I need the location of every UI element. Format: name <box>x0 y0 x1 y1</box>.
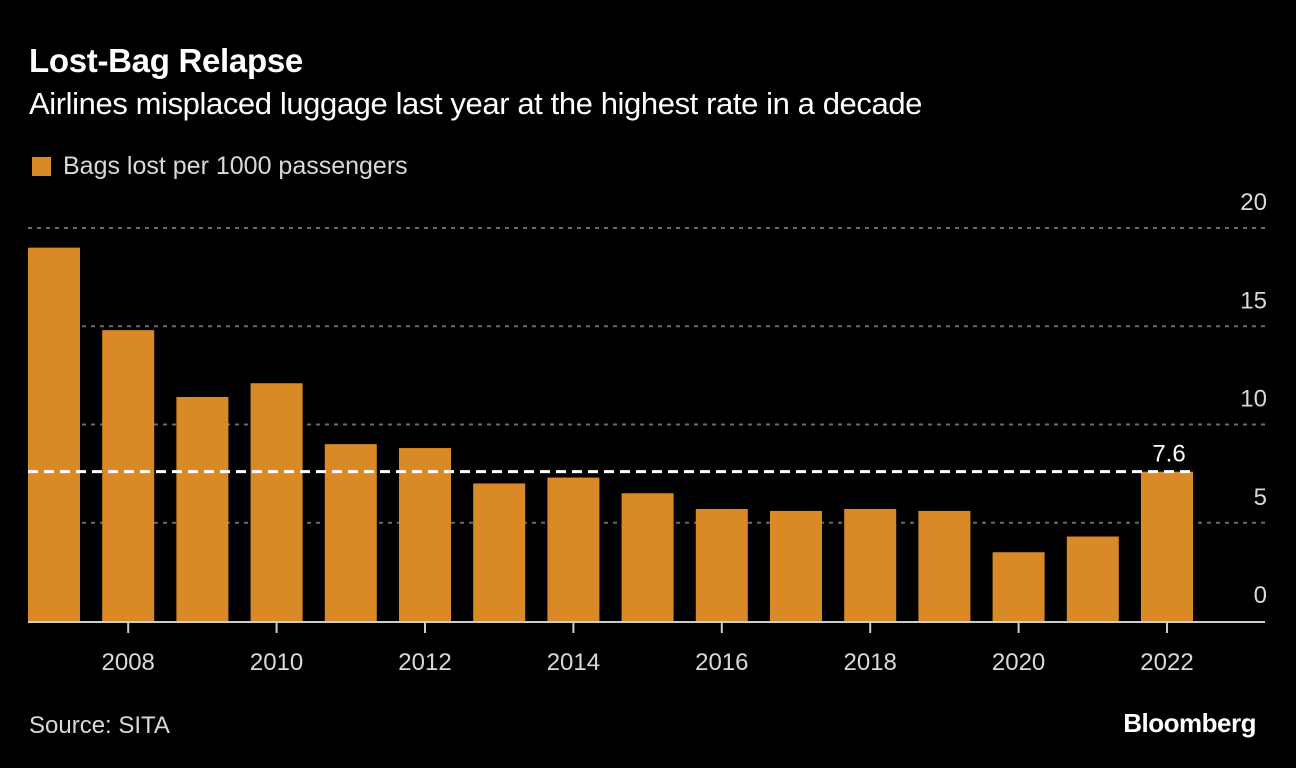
x-tick-label: 2010 <box>250 649 303 676</box>
y-tick-label: 20 <box>1240 189 1267 216</box>
x-tick-label: 2012 <box>398 649 451 676</box>
x-tick-label: 2020 <box>992 649 1045 676</box>
bar-2008 <box>102 330 155 621</box>
x-tick-label: 2018 <box>844 649 897 676</box>
bar-2015 <box>621 493 674 621</box>
bar-2020 <box>992 552 1045 621</box>
legend: Bags lost per 1000 passengers <box>32 152 408 181</box>
source-note: Source: SITA <box>29 712 170 739</box>
bar-2009 <box>176 396 229 621</box>
bar-2021 <box>1066 536 1119 621</box>
legend-swatch <box>32 157 51 176</box>
bar-2012 <box>399 448 451 621</box>
reference-line-group: 7.6 <box>28 441 1193 474</box>
bar-2017 <box>770 510 822 621</box>
legend-label: Bags lost per 1000 passengers <box>63 152 408 180</box>
x-tick-label: 2014 <box>547 649 600 676</box>
y-axis-labels: 0 5 10 15 20 <box>1240 189 1267 609</box>
bar-2018 <box>844 508 897 621</box>
bloomberg-logo: Bloomberg <box>1123 708 1256 738</box>
bar-2010 <box>250 383 303 621</box>
chart-title: Lost-Bag Relapse <box>29 42 303 79</box>
bar-2022 <box>1141 471 1193 621</box>
chart-subtitle: Airlines misplaced luggage last year at … <box>29 86 923 121</box>
bar-2014 <box>547 477 600 621</box>
y-tick-label: 0 <box>1254 582 1267 609</box>
x-tick-label: 2016 <box>695 649 748 676</box>
x-axis-labels: 2008 2010 2012 2014 2016 2018 2020 2022 <box>102 649 1194 676</box>
bar-2016 <box>695 508 748 621</box>
bar-2007 <box>28 247 80 621</box>
bars <box>28 247 1193 621</box>
y-tick-label: 10 <box>1240 386 1267 413</box>
y-tick-label: 5 <box>1254 484 1267 511</box>
x-axis <box>28 621 1265 633</box>
bar-2019 <box>918 510 971 621</box>
x-tick-label: 2022 <box>1140 649 1193 676</box>
y-tick-label: 15 <box>1240 287 1267 314</box>
bar-2013 <box>473 483 526 621</box>
bar-2011 <box>324 444 377 621</box>
x-tick-label: 2008 <box>102 649 155 676</box>
reference-line-label: 7.6 <box>1152 441 1185 468</box>
